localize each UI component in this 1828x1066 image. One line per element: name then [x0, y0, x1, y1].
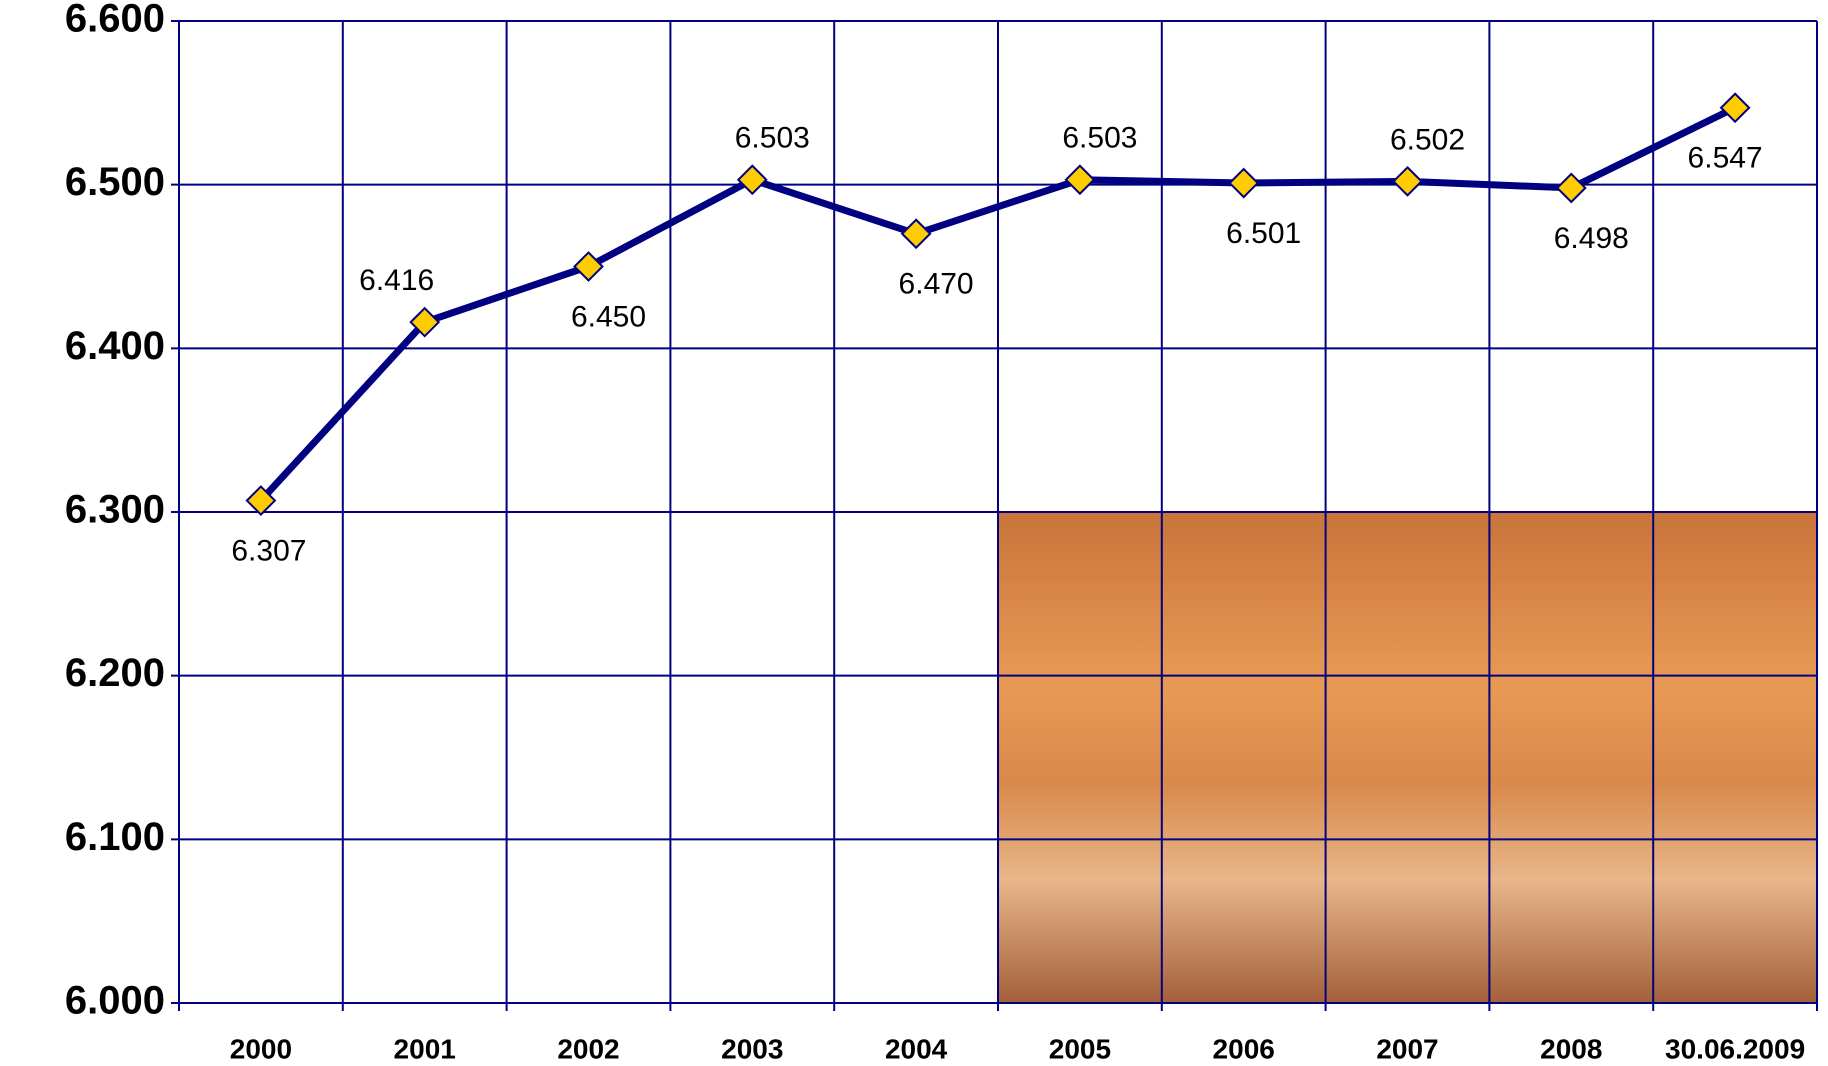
marker — [1228, 167, 1260, 199]
data-label: 6.503 — [1062, 122, 1137, 155]
data-label: 6.501 — [1226, 217, 1301, 250]
marker — [1392, 165, 1423, 197]
background-photo — [998, 512, 1817, 1003]
y-tick-label: 6.200 — [65, 651, 165, 695]
line — [258, 104, 1737, 503]
y-tick-label: 6.600 — [65, 0, 165, 41]
data-label: 6.547 — [1688, 142, 1763, 175]
y-tick-label: 6.100 — [65, 815, 165, 859]
data-label: 6.498 — [1554, 222, 1629, 255]
marker — [409, 306, 441, 338]
data-label: 6.502 — [1390, 123, 1465, 156]
y-tick-label: 6.300 — [65, 488, 165, 532]
x-tick-label: 2004 — [885, 1033, 948, 1064]
x-tick-label: 2006 — [1213, 1033, 1275, 1064]
x-tick-label: 2002 — [557, 1033, 619, 1064]
data-label: 6.470 — [899, 268, 974, 301]
marker — [245, 485, 277, 516]
data-label: 6.450 — [571, 300, 646, 333]
x-tick-label: 2008 — [1540, 1033, 1602, 1064]
y-tick-label: 6.000 — [65, 979, 165, 1023]
data-label: 6.416 — [359, 264, 434, 297]
x-tick-label: 2007 — [1376, 1033, 1438, 1064]
x-tick-label: 2001 — [394, 1033, 456, 1064]
x-tick-label: 2000 — [230, 1033, 292, 1064]
data-label: 6.503 — [735, 122, 810, 155]
x-tick-label: 2005 — [1049, 1033, 1111, 1064]
x-tick-label: 2003 — [721, 1033, 783, 1064]
marker — [1555, 172, 1587, 204]
marker — [1064, 164, 1096, 196]
marker — [736, 164, 768, 196]
data-label: 6.307 — [231, 534, 306, 567]
marker — [573, 251, 604, 282]
marker — [1719, 92, 1751, 124]
marker — [900, 218, 932, 250]
x-tick-label: 30.06.2009 — [1665, 1033, 1805, 1064]
y-tick-label: 6.500 — [65, 160, 165, 204]
y-tick-label: 6.400 — [65, 324, 165, 368]
